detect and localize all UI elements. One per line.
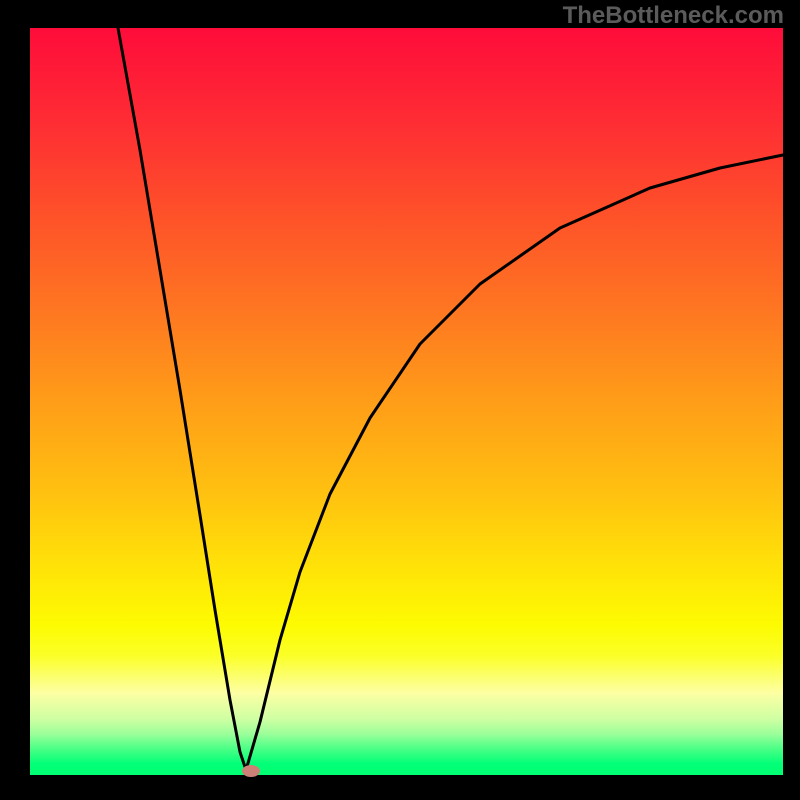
- plot-background: [30, 28, 783, 775]
- watermark-text: TheBottleneck.com: [563, 2, 784, 30]
- chart-svg: [0, 0, 800, 800]
- minimum-marker: [242, 765, 260, 777]
- stage: TheBottleneck.com: [0, 0, 800, 800]
